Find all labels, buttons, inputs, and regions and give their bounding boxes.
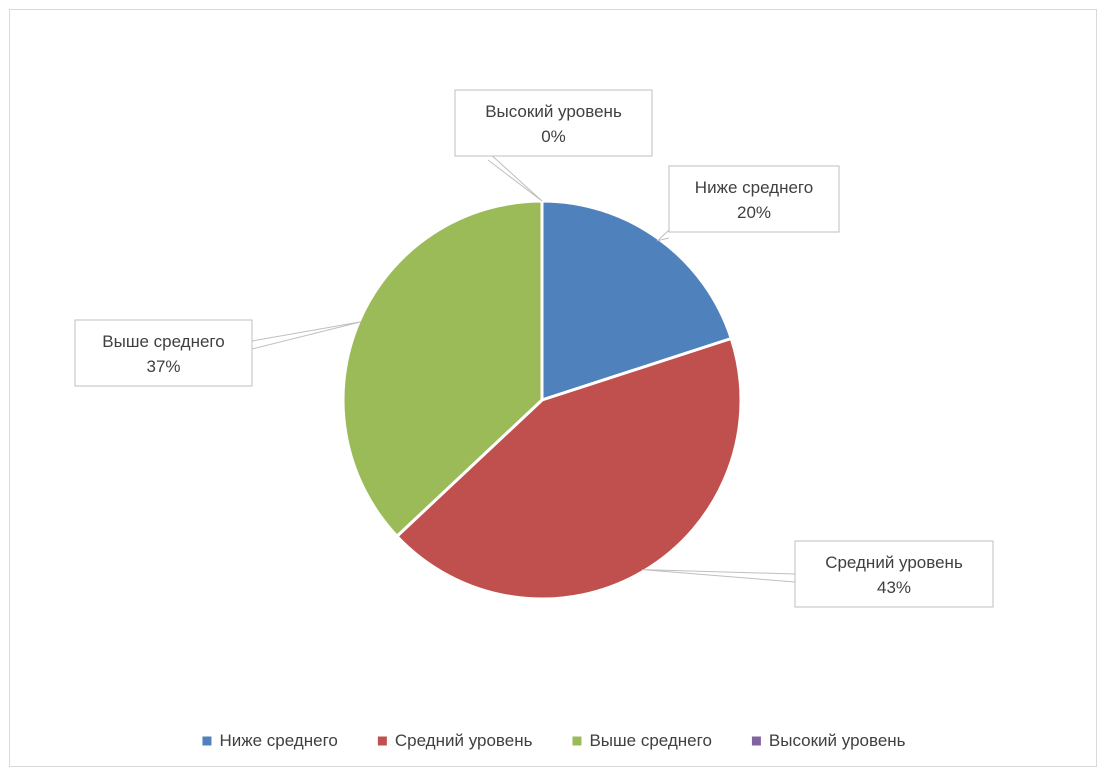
leader-line-4 (487, 151, 543, 202)
callout-value-2: 43% (877, 578, 911, 597)
legend-label-2: Средний уровень (395, 731, 533, 750)
legend-item-4: Высокий уровень (751, 731, 906, 750)
pie-slice-3 (341, 199, 544, 538)
pie-slice-2 (395, 337, 743, 601)
callout-value-1: 20% (737, 203, 771, 222)
callout-value-3: 37% (146, 357, 180, 376)
pie-slices (341, 199, 743, 601)
legend-item-3: Выше среднего (572, 731, 712, 750)
leader-line-3 (251, 321, 362, 350)
data-label-callouts: Ниже среднего 20% Средний уровень 43% Выше с… (74, 89, 994, 608)
callout-box-2 (794, 540, 994, 608)
callout-category-1: Ниже среднего (695, 178, 813, 197)
legend-swatch-1 (202, 736, 212, 746)
leader-lines (251, 151, 796, 583)
legend-label-1: Ниже среднего (219, 731, 337, 750)
leader-line-1 (656, 229, 670, 242)
legend: Ниже среднего Средний уровень Выше среднег… (202, 731, 906, 750)
callout-box-3 (74, 319, 253, 387)
callout-category-3: Выше среднего (102, 332, 224, 351)
legend-swatch-4 (751, 736, 761, 746)
callout-category-2: Средний уровень (825, 553, 963, 572)
callout-category-4: Высокий уровень (485, 102, 622, 121)
callout-value-4: 0% (541, 127, 566, 146)
callout-box-1 (668, 165, 840, 233)
callout-box-4 (454, 89, 653, 157)
legend-swatch-2 (377, 736, 387, 746)
legend-item-1: Ниже среднего (202, 731, 338, 750)
legend-item-2: Средний уровень (377, 731, 533, 750)
legend-label-3: Выше среднего (589, 731, 711, 750)
leader-line-2 (642, 569, 796, 583)
legend-label-4: Высокий уровень (769, 731, 906, 750)
legend-swatch-3 (572, 736, 582, 746)
